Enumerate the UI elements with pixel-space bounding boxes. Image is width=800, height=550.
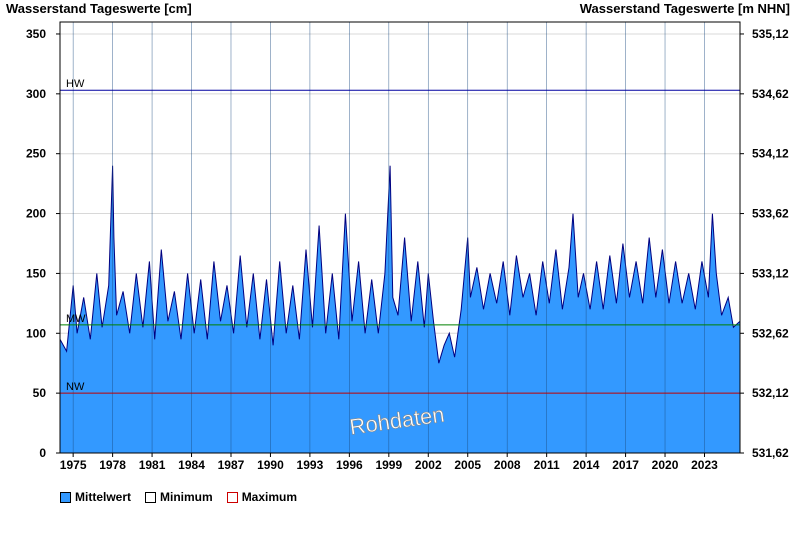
- reference-label-nw: NW: [66, 381, 85, 393]
- y-tick-label-right-4: 533,62: [752, 207, 789, 221]
- x-tick-label-0: 1975: [60, 458, 87, 472]
- plot-frame: [59, 21, 741, 454]
- x-tick-label-5: 1990: [257, 458, 284, 472]
- y-tick-label-right-5: 534,12: [752, 147, 789, 161]
- reference-label-mw: MW: [66, 313, 86, 325]
- y-tick-label-right-7: 535,12: [752, 27, 789, 41]
- x-tick-label-15: 2020: [652, 458, 679, 472]
- series-area-mittelwert: [60, 165, 740, 453]
- y-tick-label-left-6: 300: [26, 87, 46, 101]
- legend-item-minimum: Minimum: [145, 490, 213, 504]
- y-tick-label-left-3: 150: [26, 266, 46, 280]
- legend-label-maximum: Maximum: [241, 490, 298, 504]
- x-tick-label-14: 2017: [612, 458, 639, 472]
- legend-swatch-maximum: [226, 491, 238, 503]
- x-tick-label-1: 1978: [99, 458, 126, 472]
- x-tick-label-2: 1981: [139, 458, 166, 472]
- legend-label-mean: Mittelwert: [75, 490, 132, 504]
- reference-label-hw: HW: [66, 78, 85, 90]
- legend-label-minimum: Minimum: [160, 490, 213, 504]
- y-tick-label-left-2: 100: [26, 326, 46, 340]
- x-tick-label-13: 2014: [573, 458, 600, 472]
- x-tick-label-8: 1999: [375, 458, 402, 472]
- x-tick-label-16: 2023: [691, 458, 718, 472]
- y-tick-label-right-0: 531,62: [752, 446, 789, 460]
- y-tick-label-right-3: 533,12: [752, 266, 789, 280]
- y-tick-label-right-6: 534,62: [752, 87, 789, 101]
- legend-item-maximum: Maximum: [226, 490, 298, 504]
- x-tick-label-3: 1984: [178, 458, 205, 472]
- y-tick-label-left-4: 200: [26, 207, 46, 221]
- y-tick-label-right-1: 532,12: [752, 386, 789, 400]
- x-tick-label-9: 2002: [415, 458, 442, 472]
- series-line-mittelwert: [59, 165, 741, 364]
- legend-item-mean: Mittelwert: [60, 490, 131, 504]
- x-tick-label-7: 1996: [336, 458, 363, 472]
- x-tick-label-6: 1993: [297, 458, 324, 472]
- legend-swatch-mean: [60, 491, 71, 503]
- x-tick-label-10: 2005: [454, 458, 481, 472]
- legend-swatch-minimum: [145, 491, 157, 503]
- y-tick-label-left-5: 250: [26, 147, 46, 161]
- y-axis-title-left: Wasserstand Tageswerte [cm]: [6, 1, 192, 16]
- x-tick-label-4: 1987: [218, 458, 245, 472]
- x-tick-label-11: 2008: [494, 458, 521, 472]
- legend: Mittelwert Minimum Maximum: [60, 490, 297, 504]
- x-tick-label-12: 2011: [534, 458, 560, 472]
- y-tick-label-left-1: 50: [33, 386, 47, 400]
- y-tick-label-left-0: 0: [39, 446, 46, 460]
- y-tick-label-right-2: 532,62: [752, 326, 789, 340]
- y-axis-title-right: Wasserstand Tageswerte [m NHN]: [579, 1, 790, 16]
- y-tick-label-left-7: 350: [26, 27, 46, 41]
